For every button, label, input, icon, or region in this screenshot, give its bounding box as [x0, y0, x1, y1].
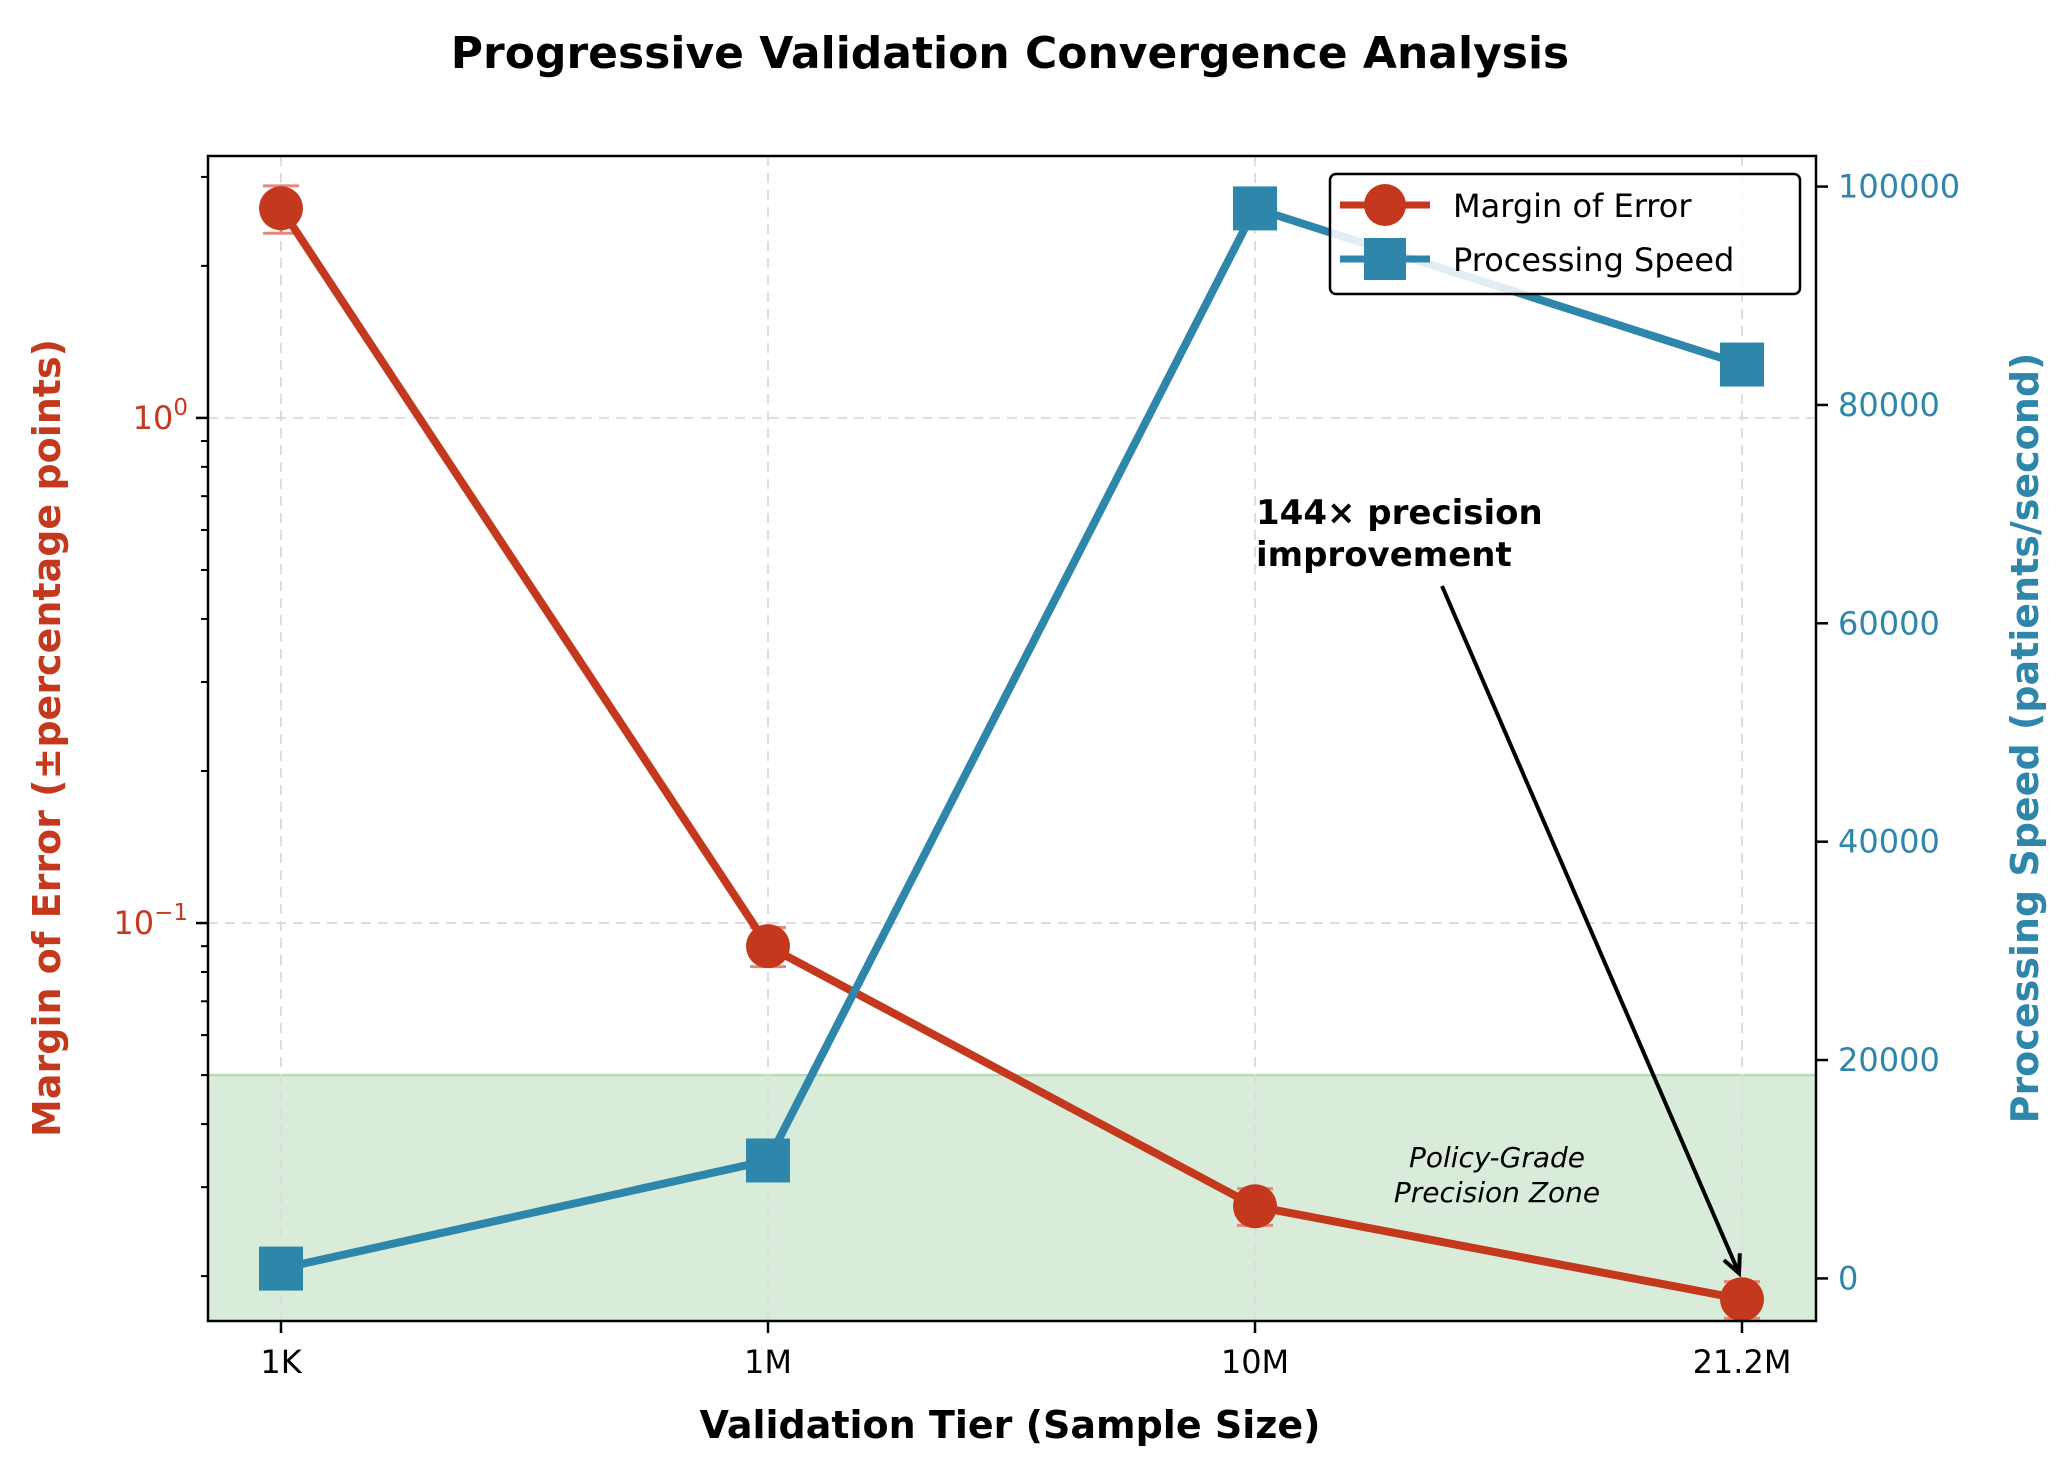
right-tick-label: 20000 [1838, 1041, 1940, 1079]
point-processing-speed [1233, 186, 1277, 231]
axis-layer: 1K 1M 10M 21.2M10010−1020000400006000080000… [113, 168, 1960, 1381]
legend-marker-processing-speed [1364, 238, 1406, 280]
annotation-layer: 144× precision improvement [1256, 493, 1742, 1278]
point-margin-of-error [1720, 1277, 1764, 1322]
x-axis-label: Validation Tier (Sample Size) [700, 1403, 1321, 1447]
point-margin-of-error [259, 186, 303, 231]
left-axis-label: Margin of Error (±percentage points) [25, 339, 69, 1137]
right-tick-label: 80000 [1838, 386, 1940, 424]
legend-marker-margin-of-error [1364, 184, 1406, 226]
x-tick-label: 1M [744, 1343, 792, 1381]
precision-zone-label-line: Precision Zone [1394, 1176, 1600, 1209]
precision-zone-layer: Policy-Grade Precision Zone [208, 1073, 1816, 1321]
legend-label-processing-speed: Processing Speed [1453, 241, 1734, 279]
right-tick-label: 0 [1838, 1259, 1858, 1297]
legend: Margin of Error Processing Speed [1328, 172, 1802, 296]
x-tick-label: 10M [1221, 1343, 1289, 1381]
left-tick-label-base: 10 [133, 399, 174, 437]
left-tick-label: 100 [133, 395, 188, 437]
series-line-margin-of-error [277, 206, 1743, 1304]
right-tick-label: 100000 [1838, 168, 1960, 206]
x-tick-label: 1K [260, 1343, 302, 1381]
right-tick-label: 60000 [1838, 604, 1940, 642]
left-tick-label-exponent: −1 [154, 900, 188, 926]
plot-frame [206, 154, 1818, 1323]
point-margin-of-error [1233, 1184, 1277, 1229]
precision-zone-label-line: Policy-Grade [1409, 1141, 1585, 1174]
point-processing-speed [259, 1246, 303, 1291]
annotation-arrow [1440, 585, 1741, 1275]
point-processing-speed [1720, 342, 1764, 387]
left-tick-label-base: 10 [113, 904, 154, 942]
point-margin-of-error [746, 924, 790, 969]
annotation-text: 144× precision improvement [1256, 493, 1543, 575]
annotation-arrow-head [1722, 1253, 1742, 1278]
left-tick-label-exponent: 0 [173, 395, 188, 421]
point-processing-speed [746, 1138, 790, 1183]
precision-zone [208, 1075, 1816, 1321]
left-tick-label: 10−1 [113, 900, 188, 942]
right-axis-label: Processing Speed (patients/second) [2003, 353, 2047, 1124]
legend-label-margin-of-error: Margin of Error [1453, 187, 1692, 225]
precision-zone-label: Policy-Grade Precision Zone [1394, 1141, 1600, 1209]
right-tick-label: 40000 [1838, 823, 1940, 861]
legend-box [1328, 172, 1802, 296]
x-tick-label: 21.2M [1693, 1343, 1792, 1381]
annotation-text-line: 144× precision [1256, 493, 1543, 533]
chart-title: Progressive Validation Convergence Analy… [451, 28, 1569, 79]
annotation-text-line: improvement [1256, 535, 1512, 575]
